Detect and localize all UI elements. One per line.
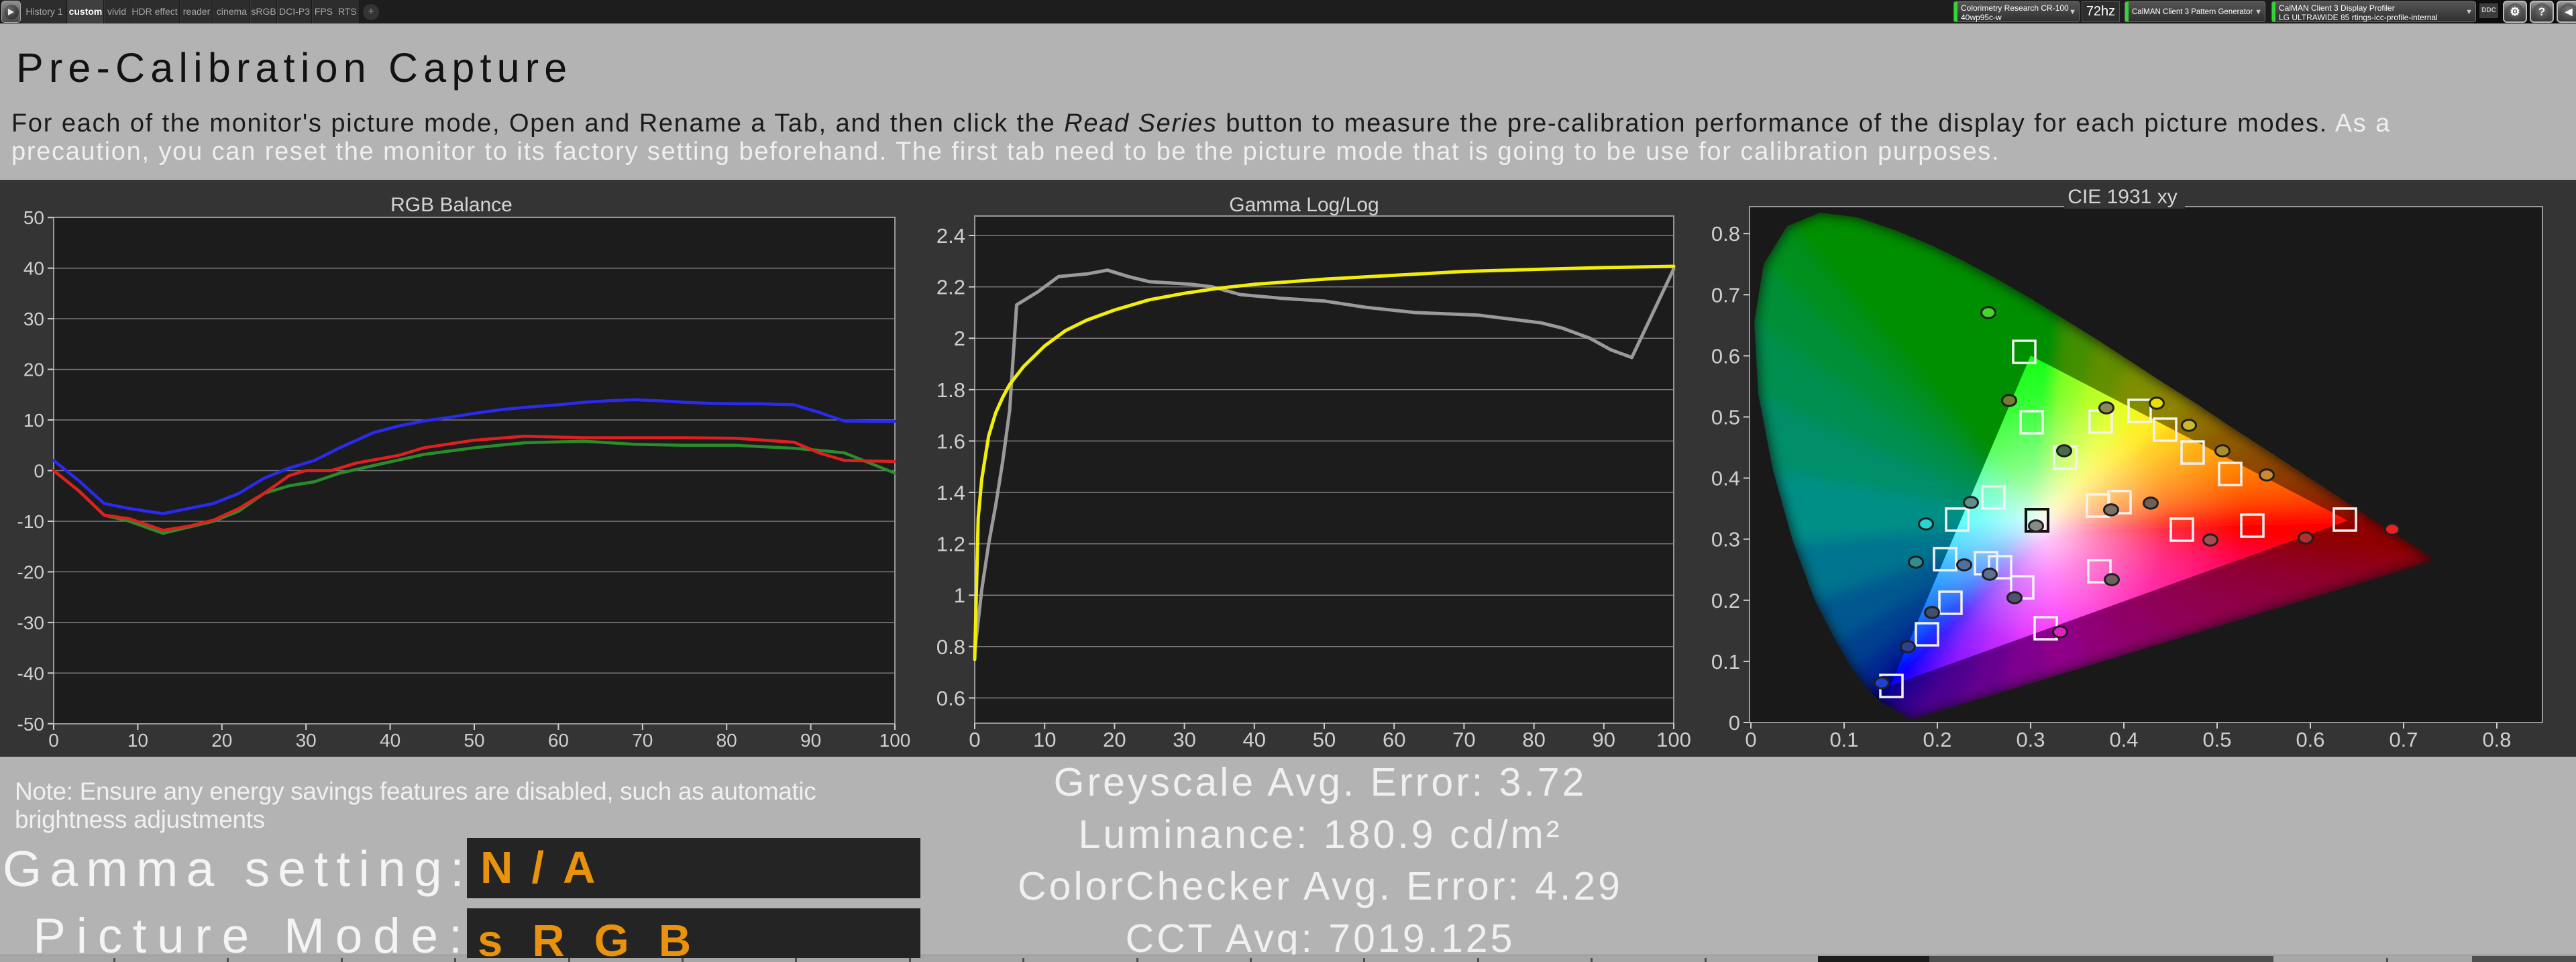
svg-text:-10: -10 [17, 511, 44, 532]
svg-text:0.6: 0.6 [1711, 344, 1740, 368]
svg-text:0.6: 0.6 [936, 686, 965, 710]
svg-text:-50: -50 [17, 714, 44, 735]
svg-text:0: 0 [1745, 728, 1756, 751]
svg-text:1.8: 1.8 [936, 378, 965, 402]
svg-text:0.3: 0.3 [2016, 728, 2045, 751]
svg-text:90: 90 [1593, 728, 1615, 751]
svg-text:1.2: 1.2 [936, 533, 965, 556]
svg-text:100: 100 [879, 730, 911, 751]
svg-text:2: 2 [954, 327, 965, 350]
svg-text:40: 40 [23, 258, 44, 279]
svg-text:0.5: 0.5 [2202, 728, 2231, 751]
svg-text:0.8: 0.8 [936, 635, 965, 659]
svg-text:0: 0 [48, 730, 59, 751]
svg-text:30: 30 [1173, 728, 1195, 751]
svg-text:0.8: 0.8 [1711, 222, 1740, 246]
svg-text:50: 50 [464, 730, 484, 751]
svg-text:100: 100 [1656, 728, 1691, 751]
svg-text:0.5: 0.5 [1711, 406, 1740, 429]
svg-text:80: 80 [716, 730, 737, 751]
svg-text:10: 10 [1033, 728, 1056, 751]
svg-text:0.7: 0.7 [1711, 283, 1740, 307]
svg-text:0.2: 0.2 [1923, 728, 1951, 751]
svg-text:0: 0 [969, 728, 980, 751]
svg-text:20: 20 [211, 730, 232, 751]
svg-text:2.4: 2.4 [936, 224, 965, 248]
svg-text:90: 90 [800, 730, 821, 751]
svg-text:RGB Balance: RGB Balance [390, 194, 513, 216]
svg-text:0.4: 0.4 [1711, 467, 1740, 490]
svg-text:20: 20 [23, 360, 44, 380]
svg-text:50: 50 [23, 207, 44, 228]
svg-text:1.4: 1.4 [936, 481, 965, 504]
svg-text:30: 30 [296, 730, 317, 751]
svg-text:30: 30 [23, 309, 44, 329]
svg-text:0: 0 [1729, 711, 1740, 735]
svg-text:CIE 1931 xy: CIE 1931 xy [2068, 186, 2177, 208]
svg-text:1: 1 [954, 584, 965, 607]
svg-text:-20: -20 [17, 562, 44, 582]
svg-text:60: 60 [1383, 728, 1405, 751]
svg-text:Gamma Log/Log: Gamma Log/Log [1229, 194, 1379, 216]
svg-text:0.6: 0.6 [2296, 728, 2324, 751]
svg-text:10: 10 [23, 410, 44, 431]
svg-text:70: 70 [1452, 728, 1475, 751]
svg-text:0.1: 0.1 [1829, 728, 1858, 751]
svg-text:70: 70 [632, 730, 653, 751]
svg-text:0.1: 0.1 [1711, 650, 1740, 674]
svg-text:0.7: 0.7 [2389, 728, 2418, 751]
svg-text:10: 10 [127, 730, 148, 751]
svg-text:0.3: 0.3 [1711, 528, 1740, 551]
svg-text:1.6: 1.6 [936, 429, 965, 453]
svg-text:20: 20 [1103, 728, 1126, 751]
svg-text:0: 0 [34, 461, 44, 482]
svg-text:-30: -30 [17, 612, 44, 633]
svg-text:0.4: 0.4 [2109, 728, 2138, 751]
svg-text:60: 60 [548, 730, 569, 751]
svg-text:40: 40 [380, 730, 400, 751]
svg-text:2.2: 2.2 [936, 276, 965, 299]
svg-text:40: 40 [1243, 728, 1266, 751]
svg-text:-40: -40 [17, 663, 44, 684]
svg-text:50: 50 [1313, 728, 1336, 751]
svg-text:0.2: 0.2 [1711, 589, 1740, 612]
svg-text:80: 80 [1522, 728, 1545, 751]
svg-text:0.8: 0.8 [2482, 728, 2511, 751]
